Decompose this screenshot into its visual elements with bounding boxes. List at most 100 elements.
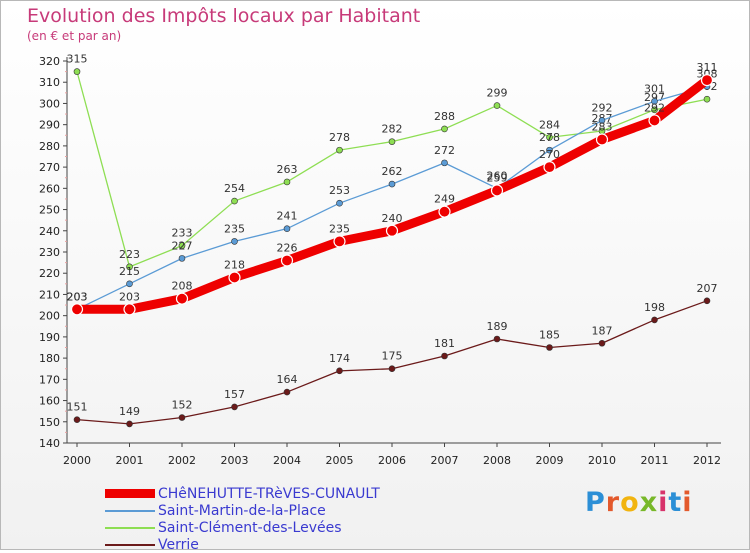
legend-item-chenehutte-treves-cunault: CHêNEHUTTE-TRèVES-CUNAULT xyxy=(105,485,380,502)
x-tick-label-2012: 2012 xyxy=(693,454,721,467)
y-tick-label-180: 180 xyxy=(39,352,60,365)
data-label: 299 xyxy=(487,87,508,100)
y-tick-label-190: 190 xyxy=(39,331,60,344)
data-point xyxy=(126,420,133,428)
x-tick-label-2010: 2010 xyxy=(588,454,616,467)
data-point xyxy=(441,125,448,133)
series-line-saint-martin-de-la-place xyxy=(76,85,708,310)
data-point xyxy=(493,102,501,109)
data-label: 207 xyxy=(697,282,718,295)
data-label: 152 xyxy=(172,399,193,412)
y-tick-label-290: 290 xyxy=(39,119,60,132)
y-tick-label-140: 140 xyxy=(39,437,60,450)
data-point xyxy=(700,73,714,87)
data-label: 259 xyxy=(487,171,508,184)
data-label: 218 xyxy=(224,258,245,271)
data-point xyxy=(598,117,606,124)
data-label: 233 xyxy=(172,227,193,240)
data-point xyxy=(178,414,186,421)
logo-letter: r xyxy=(605,487,621,518)
data-point xyxy=(441,159,448,167)
y-tick-label-220: 220 xyxy=(39,267,60,280)
data-point xyxy=(385,224,399,237)
data-point xyxy=(388,138,396,145)
y-tick-label-310: 310 xyxy=(39,76,60,89)
y-tick-label-320: 320 xyxy=(39,55,60,68)
y-tick-label-160: 160 xyxy=(39,395,60,408)
data-point xyxy=(73,416,81,423)
data-label: 249 xyxy=(434,193,455,206)
data-label: 198 xyxy=(644,301,665,314)
data-label: 301 xyxy=(644,82,665,95)
data-label: 187 xyxy=(592,324,613,337)
legend-label: CHêNEHUTTE-TRèVES-CUNAULT xyxy=(158,485,380,502)
x-tick-label-2006: 2006 xyxy=(378,454,406,467)
chart-title: Evolution des Impôts locaux par Habitant xyxy=(27,5,421,27)
data-label: 278 xyxy=(539,131,560,144)
x-tick-label-2007: 2007 xyxy=(431,454,459,467)
data-point xyxy=(438,205,451,218)
data-point xyxy=(126,263,133,271)
data-label: 284 xyxy=(539,118,560,131)
data-point xyxy=(231,403,238,411)
data-point xyxy=(595,133,609,146)
data-label: 240 xyxy=(382,212,403,225)
logo-letter: x xyxy=(639,487,659,518)
legend-label: Verrie xyxy=(158,536,199,553)
data-label: 288 xyxy=(434,110,455,123)
y-tick-label-260: 260 xyxy=(39,182,60,195)
data-point xyxy=(336,199,343,207)
y-tick-label-200: 200 xyxy=(39,310,60,323)
data-point xyxy=(651,106,658,114)
data-point xyxy=(490,184,504,197)
data-point xyxy=(283,225,291,232)
data-label: 189 xyxy=(487,320,508,333)
data-label: 272 xyxy=(434,144,455,157)
data-point xyxy=(333,235,346,248)
y-tick-label-230: 230 xyxy=(39,246,60,259)
legend-item-verrie: Verrie xyxy=(105,536,380,553)
data-point xyxy=(388,180,396,188)
data-point xyxy=(123,303,136,316)
legend-swatch xyxy=(105,543,155,546)
data-point xyxy=(546,146,553,154)
data-label: 208 xyxy=(172,280,193,293)
data-label: 262 xyxy=(382,165,403,178)
data-point xyxy=(178,255,186,262)
legend-item-saint-martin-de-la-place: Saint-Martin-de-la-Place xyxy=(105,502,380,519)
x-tick-label-2002: 2002 xyxy=(168,454,196,467)
x-tick-label-2008: 2008 xyxy=(483,454,511,467)
legend-swatch xyxy=(105,489,155,498)
y-tick-label-210: 210 xyxy=(39,288,60,301)
data-label: 151 xyxy=(67,401,88,414)
data-point xyxy=(280,254,294,267)
data-point xyxy=(651,316,658,324)
x-tick-label-2005: 2005 xyxy=(326,454,354,467)
logo-letter: i xyxy=(682,487,693,518)
series-line-chenehutte-treves-cunault xyxy=(72,75,712,314)
data-label: 260 xyxy=(487,169,508,182)
y-tick-label-150: 150 xyxy=(39,416,60,429)
data-label: 175 xyxy=(382,350,403,363)
data-point xyxy=(178,242,186,249)
data-label: 282 xyxy=(382,123,403,136)
data-label: 254 xyxy=(224,182,245,195)
data-point xyxy=(651,98,658,105)
data-label: 164 xyxy=(277,373,298,386)
data-point xyxy=(388,365,396,373)
data-label: 174 xyxy=(329,352,350,365)
data-point xyxy=(703,297,711,305)
x-tick-label-2009: 2009 xyxy=(536,454,564,467)
logo-letter: i xyxy=(658,487,669,518)
data-point xyxy=(546,134,553,141)
data-label: 149 xyxy=(119,405,140,418)
chart-subtitle: (en € et par an) xyxy=(27,29,122,43)
series-verrie: 151 149 152 157 164 174 175 181 189 185 187 198 207 xyxy=(67,282,718,428)
data-label: 283 xyxy=(592,121,613,134)
data-point xyxy=(648,114,661,127)
legend-swatch xyxy=(105,526,155,529)
series-chenehutte-treves-cunault: 203 203 208 218 226 235 240 249 259 270 283 292 311 xyxy=(67,61,718,316)
